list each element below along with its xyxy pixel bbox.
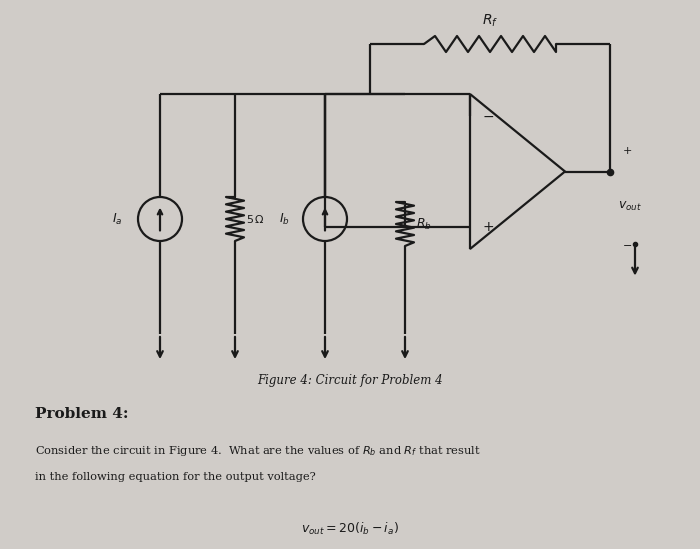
Text: in the following equation for the output voltage?: in the following equation for the output… [35,472,316,482]
Text: $R_b$: $R_b$ [416,216,432,232]
Text: $v_{out} = 20(i_b - i_a)$: $v_{out} = 20(i_b - i_a)$ [301,521,399,537]
Text: $-$: $-$ [622,239,632,249]
Text: $I_b$: $I_b$ [279,211,290,227]
Text: $+$: $+$ [482,220,494,234]
Text: Consider the circuit in Figure 4.  What are the values of $R_b$ and $R_f$ that r: Consider the circuit in Figure 4. What a… [35,444,481,458]
Text: $+$: $+$ [622,145,632,156]
Text: $-$: $-$ [482,109,494,123]
Text: $R_f$: $R_f$ [482,13,498,29]
Text: $I_a$: $I_a$ [111,211,122,227]
Text: $v_{out}$: $v_{out}$ [618,199,642,212]
Text: Figure 4: Circuit for Problem 4: Figure 4: Circuit for Problem 4 [257,374,443,387]
Text: $5\,\Omega$: $5\,\Omega$ [246,213,265,225]
Text: Problem 4:: Problem 4: [35,407,129,421]
